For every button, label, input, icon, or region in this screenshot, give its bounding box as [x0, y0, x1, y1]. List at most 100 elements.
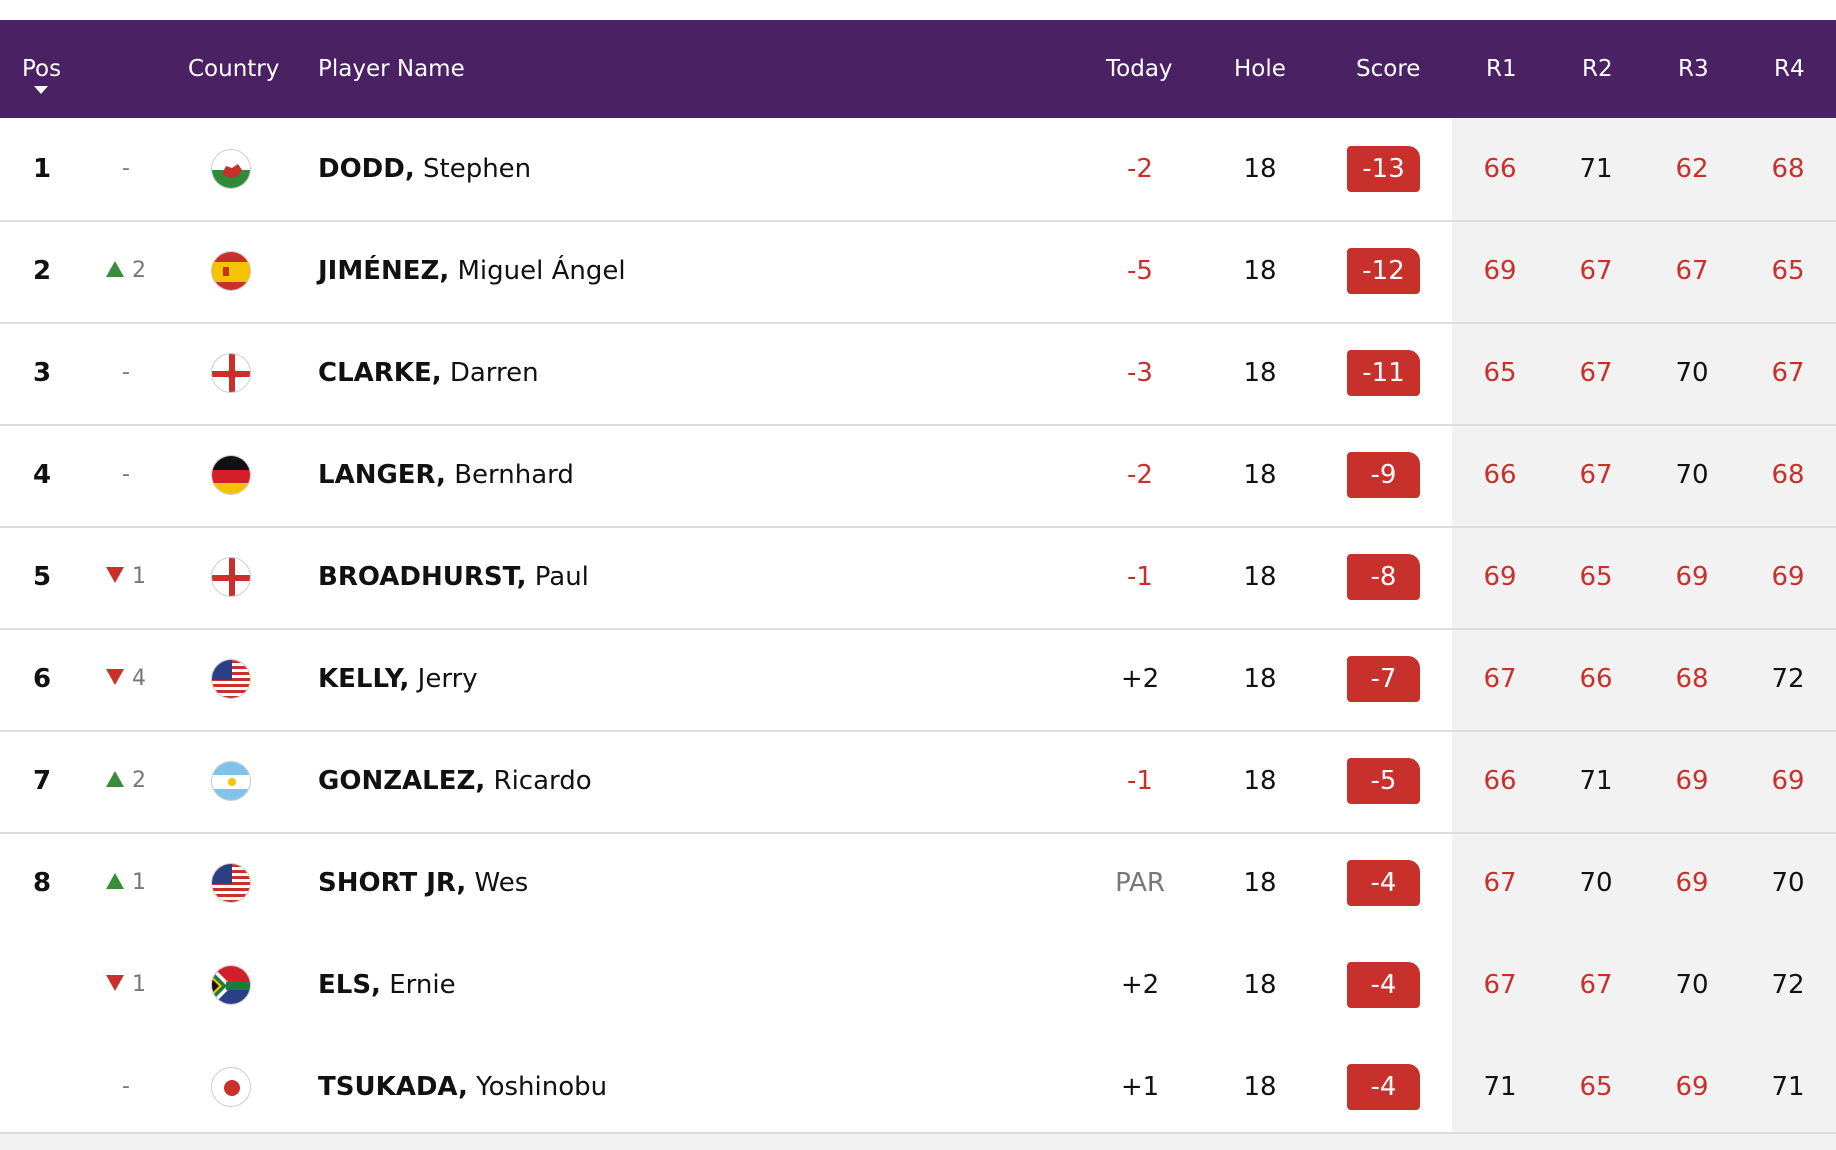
round-4-score: 72	[1771, 664, 1805, 694]
player-first-name: Ricardo	[493, 766, 592, 796]
round-2-score: 65	[1579, 562, 1613, 592]
round-4-score: 69	[1771, 766, 1805, 796]
round-4-score: 68	[1771, 154, 1805, 184]
round-1-score: 66	[1483, 766, 1517, 796]
move-value: 2	[132, 258, 146, 283]
table-row[interactable]: 8 1 SHORT JR, Wes PAR 18 -4 67 70 69 70	[0, 832, 1836, 934]
hole: 18	[1243, 358, 1277, 388]
usa-flag-icon	[211, 659, 251, 699]
player-surname: CLARKE,	[318, 358, 442, 388]
total-score-badge: -7	[1347, 656, 1420, 702]
round-1-score: 67	[1483, 664, 1517, 694]
sort-down-icon[interactable]	[34, 86, 48, 94]
player-first-name: Wes	[474, 868, 529, 898]
today-score: -3	[1127, 358, 1153, 388]
total-score-badge: -11	[1347, 350, 1420, 396]
player-name[interactable]: CLARKE, Darren	[318, 322, 539, 424]
today-header: Today	[1106, 56, 1173, 82]
position-movement: 1	[96, 526, 156, 628]
round-3-score: 69	[1675, 766, 1709, 796]
usa-flag-icon	[211, 863, 251, 903]
position	[20, 1036, 64, 1138]
table-row[interactable]: 7 2 GONZALEZ, Ricardo -1 18 -5 66 71 69 …	[0, 730, 1836, 834]
table-row[interactable]: 5 1 BROADHURST, Paul -1 18 -8 69 65 69 6…	[0, 526, 1836, 630]
position-movement: 1	[96, 832, 156, 934]
hole: 18	[1243, 766, 1277, 796]
player-surname: DODD,	[318, 154, 415, 184]
move-down-icon	[106, 975, 124, 991]
table-row[interactable]: - TSUKADA, Yoshinobu +1 18 -4 71 65 69 7…	[0, 1036, 1836, 1138]
round-1-score: 66	[1483, 460, 1517, 490]
round-2-score: 67	[1579, 970, 1613, 1000]
table-row[interactable]: 4 - LANGER, Bernhard -2 18 -9 66 67 70 6…	[0, 424, 1836, 528]
player-first-name: Bernhard	[454, 460, 574, 490]
round-3-score: 70	[1675, 358, 1709, 388]
round-2-score: 71	[1579, 154, 1613, 184]
round-1-score: 67	[1483, 868, 1517, 898]
argentina-flag-icon	[211, 761, 251, 801]
today-score: +2	[1120, 970, 1160, 1000]
table-row[interactable]: 1 - DODD, Stephen -2 18 -13 66 71 62 68	[0, 118, 1836, 222]
player-header: Player Name	[318, 56, 465, 82]
south-africa-flag-icon	[211, 965, 251, 1005]
round-2-score: 70	[1579, 868, 1613, 898]
northern-ireland-flag-icon	[211, 353, 251, 393]
position-movement: 2	[96, 220, 156, 322]
table-row[interactable]: 3 - CLARKE, Darren -3 18 -11 65 67 70 67	[0, 322, 1836, 426]
score-header: Score	[1356, 56, 1421, 82]
round-3-score: 69	[1675, 868, 1709, 898]
wales-flag-icon	[211, 149, 251, 189]
player-name[interactable]: KELLY, Jerry	[318, 628, 478, 730]
total-score-badge: -4	[1347, 860, 1420, 906]
round-3-score: 69	[1675, 1072, 1709, 1102]
total-score-badge: -9	[1347, 452, 1420, 498]
player-name[interactable]: BROADHURST, Paul	[318, 526, 589, 628]
position-movement: -	[96, 424, 156, 526]
table-row[interactable]: 2 2 JIMÉNEZ, Miguel Ángel -5 18 -12 69 6…	[0, 220, 1836, 324]
player-surname: GONZALEZ,	[318, 766, 486, 796]
round-1-score: 69	[1483, 562, 1517, 592]
today-score: +2	[1120, 664, 1160, 694]
round-4-score: 70	[1771, 868, 1805, 898]
round-3-score: 70	[1675, 460, 1709, 490]
player-name[interactable]: SHORT JR, Wes	[318, 832, 528, 934]
table-row[interactable]: 6 4 KELLY, Jerry +2 18 -7 67 66 68 72	[0, 628, 1836, 732]
move-value: 1	[132, 972, 146, 997]
player-surname: SHORT JR,	[318, 868, 467, 898]
round-2-score: 67	[1579, 460, 1613, 490]
position-movement: -	[96, 118, 156, 220]
player-name[interactable]: GONZALEZ, Ricardo	[318, 730, 592, 832]
player-name[interactable]: DODD, Stephen	[318, 118, 531, 220]
player-name[interactable]: ELS, Ernie	[318, 934, 456, 1036]
today-score: -2	[1127, 154, 1153, 184]
move-value: 1	[132, 564, 146, 589]
player-first-name: Ernie	[389, 970, 456, 1000]
player-surname: BROADHURST,	[318, 562, 527, 592]
r4-header: R4	[1774, 56, 1805, 82]
player-surname: ELS,	[318, 970, 381, 1000]
position: 5	[32, 562, 52, 592]
move-up-icon	[106, 261, 124, 277]
table-row[interactable]: 1 ELS, Ernie +2 18 -4 67 67 70 72	[0, 934, 1836, 1036]
position: 2	[32, 256, 52, 286]
today-score: PAR	[1115, 868, 1165, 898]
player-surname: JIMÉNEZ,	[318, 256, 450, 286]
r3-header: R3	[1678, 56, 1709, 82]
pos-header[interactable]: Pos	[22, 56, 62, 82]
round-3-score: 70	[1675, 970, 1709, 1000]
position-movement: -	[96, 322, 156, 424]
round-3-score: 62	[1675, 154, 1709, 184]
today-score: -2	[1127, 460, 1153, 490]
round-1-score: 69	[1483, 256, 1517, 286]
position	[20, 934, 64, 1036]
player-name[interactable]: JIMÉNEZ, Miguel Ángel	[318, 220, 626, 322]
total-score-badge: -4	[1347, 1064, 1420, 1110]
move-down-icon	[106, 669, 124, 685]
player-first-name: Miguel Ángel	[457, 256, 626, 286]
table-footer	[0, 1132, 1836, 1150]
player-name[interactable]: TSUKADA, Yoshinobu	[318, 1036, 607, 1138]
player-name[interactable]: LANGER, Bernhard	[318, 424, 574, 526]
position: 6	[32, 664, 52, 694]
position: 7	[32, 766, 52, 796]
hole: 18	[1243, 970, 1277, 1000]
